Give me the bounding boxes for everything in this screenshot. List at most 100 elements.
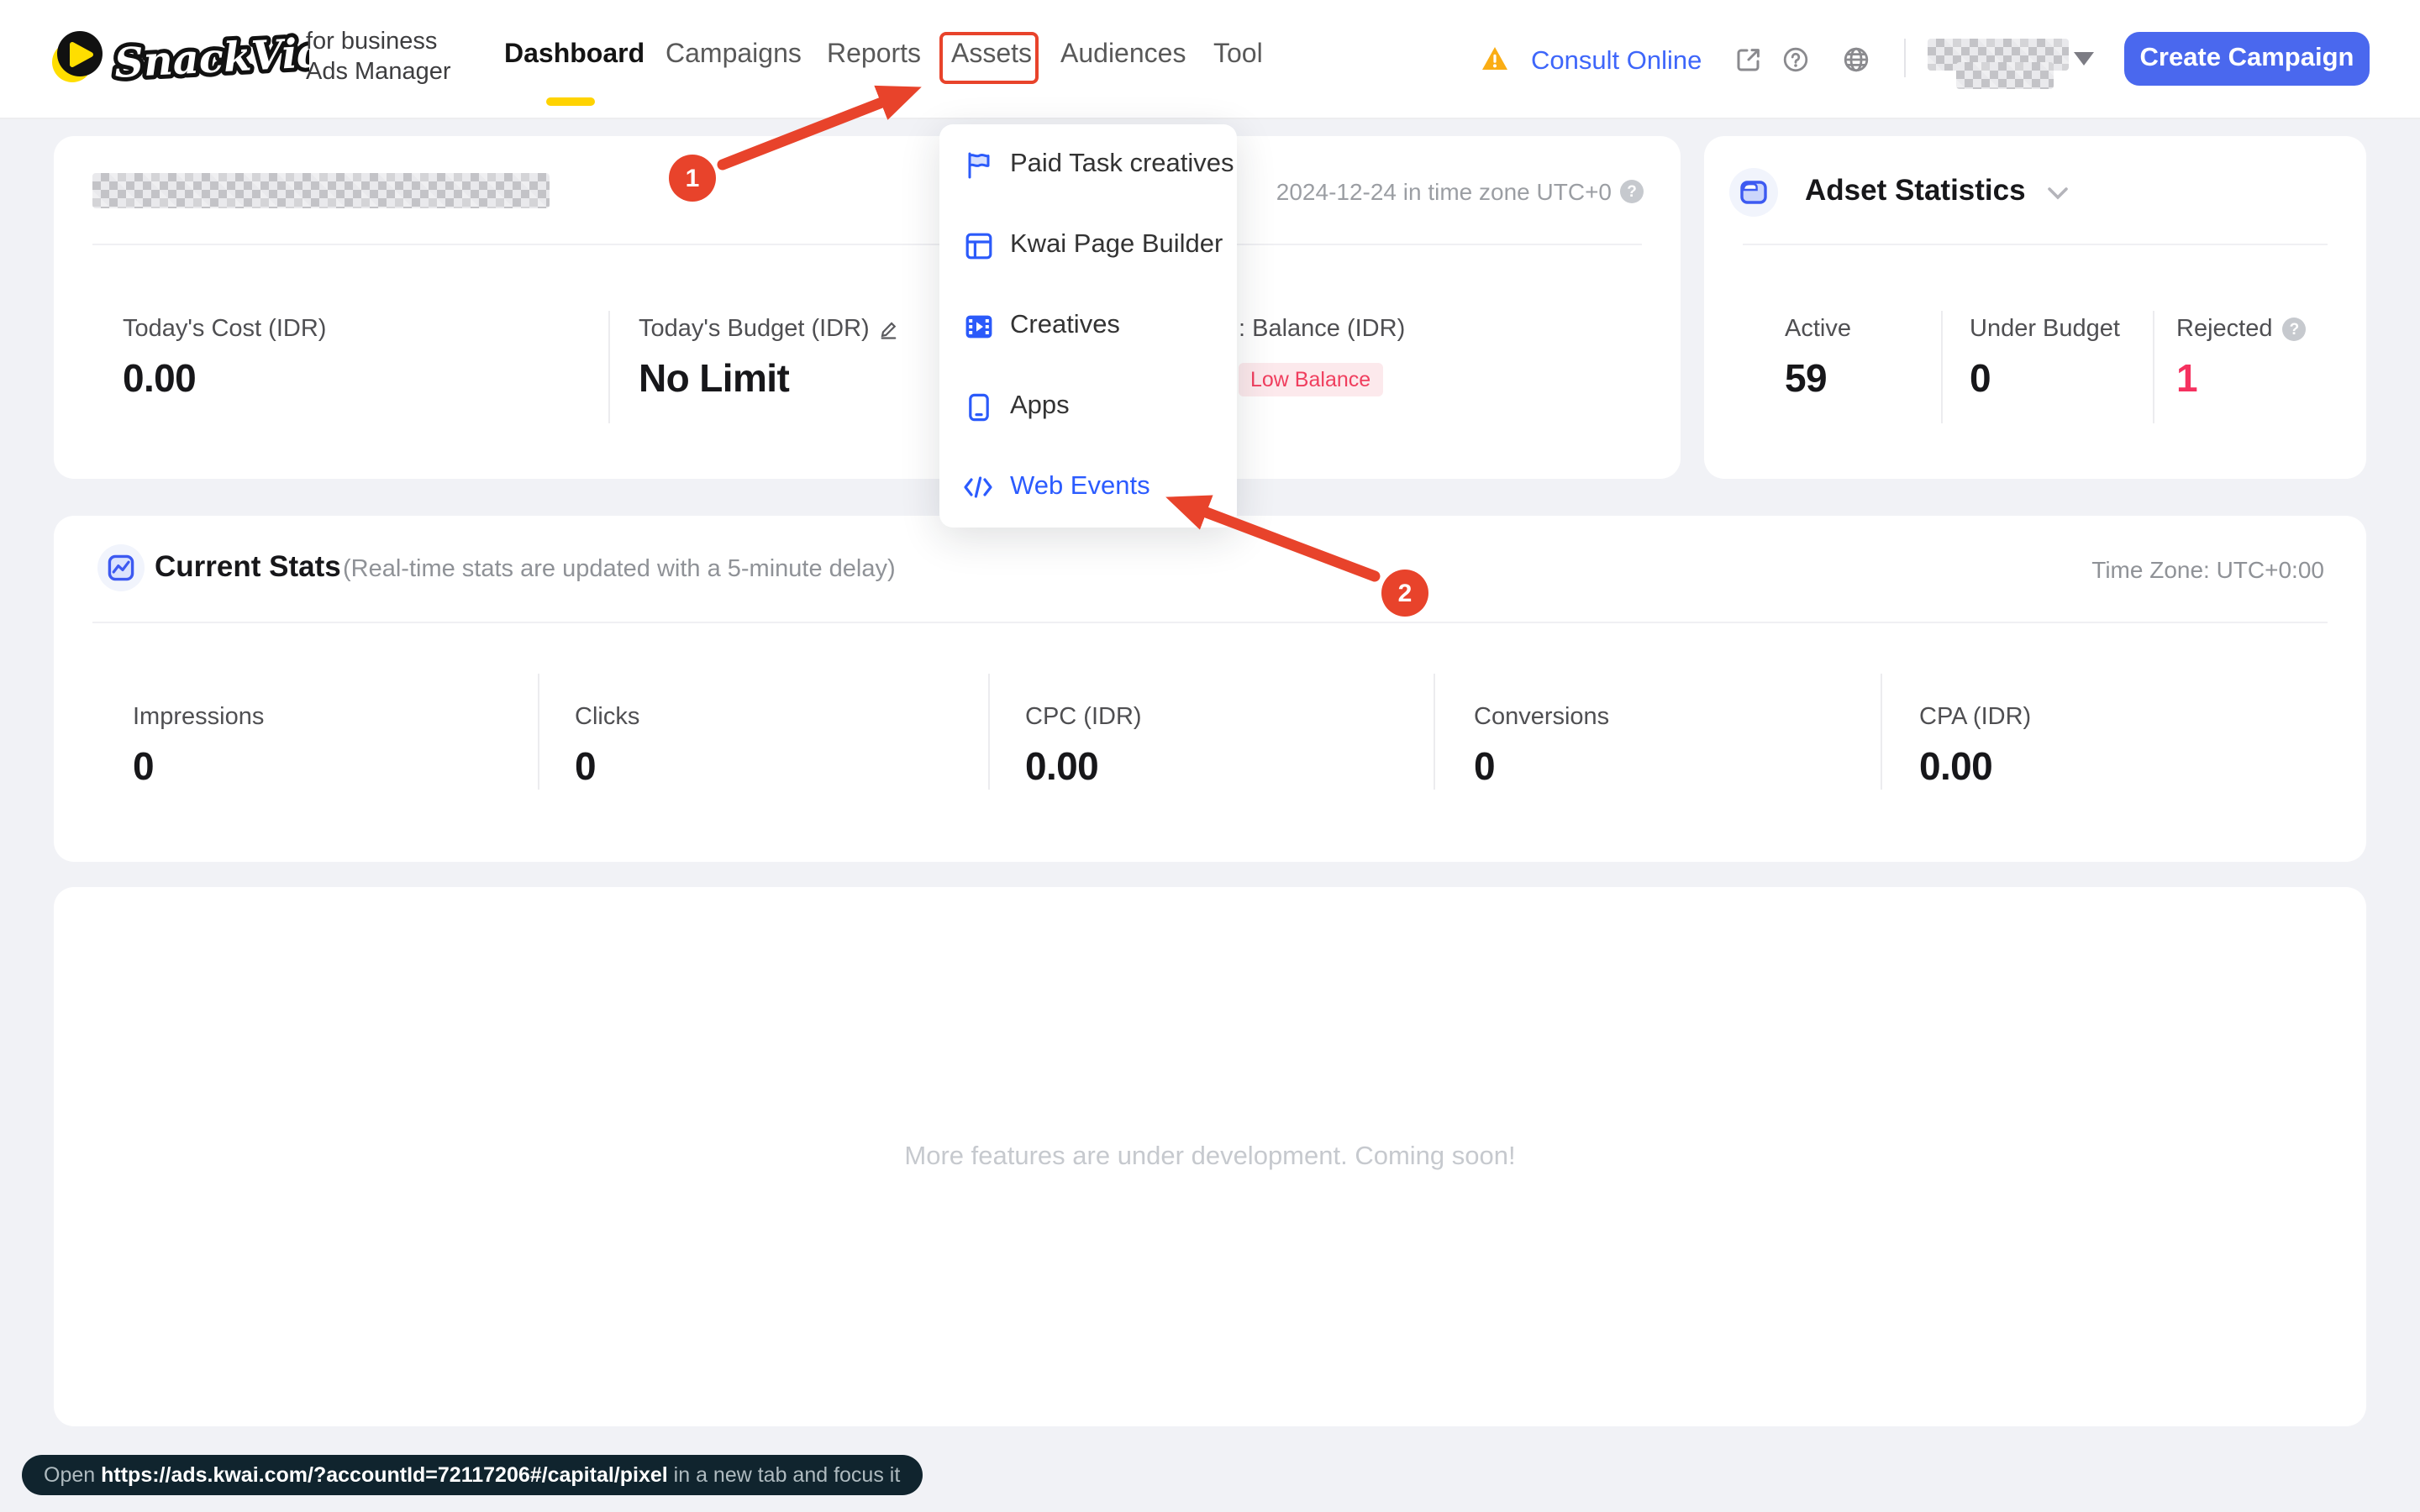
nav-assets[interactable]: Assets: [951, 40, 1033, 69]
todays-cost-label-text: Today's Cost (IDR): [123, 316, 327, 343]
active-tab-underline: [546, 97, 595, 106]
active-label: Active: [1785, 316, 1851, 343]
phone-icon: [963, 391, 993, 422]
todays-budget-label-text: Today's Budget (IDR): [639, 316, 870, 343]
clicks-label: Clicks: [575, 704, 639, 731]
menu-item-creatives[interactable]: Creatives: [939, 286, 1237, 366]
column-divider: [1434, 674, 1435, 790]
column-divider: [538, 674, 539, 790]
status-prefix: Open: [44, 1463, 102, 1487]
menu-item-label: Kwai Page Builder: [1010, 230, 1223, 259]
adset-icon-wrap: [1729, 168, 1778, 217]
account-overview-card: 2024-12-24 in time zone UTC+0 Today's Co…: [54, 136, 1681, 479]
active-label-text: Active: [1785, 316, 1851, 343]
under-budget-label: Under Budget: [1970, 316, 2120, 343]
current-stats-title: Current Stats: [155, 549, 341, 583]
account-dropdown-caret[interactable]: [2074, 52, 2094, 66]
balance-label: : Balance (IDR): [1239, 316, 1405, 343]
top-navbar: SnackVideo for business Ads Manager Dash…: [0, 0, 2420, 119]
rejected-help-icon[interactable]: [2282, 318, 2307, 341]
menu-item-label: Creatives: [1010, 311, 1120, 339]
cpc-label: CPC (IDR): [1025, 704, 1142, 731]
card-divider: [92, 243, 1642, 244]
date-note-text: 2024-12-24 in time zone UTC+0: [1276, 178, 1612, 205]
date-note: 2024-12-24 in time zone UTC+0: [1276, 178, 1644, 205]
external-link-icon[interactable]: [1736, 47, 1761, 72]
status-url: https://ads.kwai.com/?accountId=72117206…: [101, 1463, 668, 1487]
cpa-value: 0.00: [1919, 744, 1993, 788]
annotation-step-1: 1: [669, 155, 716, 202]
code-icon: [963, 472, 993, 502]
nav-dashboard[interactable]: Dashboard: [504, 40, 645, 69]
conversions-label: Conversions: [1474, 704, 1609, 731]
card-divider: [92, 622, 2328, 623]
snackvideo-wordmark: SnackVideo: [109, 22, 309, 91]
date-help-icon[interactable]: [1620, 180, 1644, 203]
menu-item-apps[interactable]: Apps: [939, 366, 1237, 447]
menu-item-paid-task-creatives[interactable]: Paid Task creatives: [939, 124, 1237, 205]
line-chart-icon: [108, 554, 134, 581]
rejected-value: 1: [2176, 356, 2198, 400]
column-divider: [608, 311, 610, 423]
nav-reports[interactable]: Reports: [827, 40, 922, 69]
rejected-label: Rejected: [2176, 316, 2307, 343]
todays-budget-value: No Limit: [639, 356, 790, 400]
chevron-down-icon[interactable]: [2047, 186, 2069, 202]
coming-soon-message: More features are under development. Com…: [904, 1142, 1516, 1170]
chart-icon-wrap: [97, 544, 145, 591]
assets-dropdown-menu: Paid Task creatives Kwai Page Builder: [939, 124, 1237, 528]
svg-text:SnackVideo: SnackVideo: [113, 26, 309, 87]
column-divider: [2153, 311, 2154, 423]
warning-icon: [1482, 47, 1507, 70]
under-budget-label-text: Under Budget: [1970, 316, 2120, 343]
folder-icon: [1740, 181, 1767, 204]
edit-budget-icon[interactable]: [880, 320, 898, 339]
adset-card-title: Adset Statistics: [1805, 173, 2026, 207]
nav-tool[interactable]: Tool: [1213, 40, 1263, 69]
timezone-note: Time Zone: UTC+0:00: [2091, 555, 2324, 582]
impressions-label-text: Impressions: [133, 704, 265, 731]
cpa-label: CPA (IDR): [1919, 704, 2031, 731]
low-balance-badge: Low Balance: [1239, 363, 1383, 396]
menu-item-kwai-page-builder[interactable]: Kwai Page Builder: [939, 205, 1237, 286]
menu-item-label: Paid Task creatives: [1010, 150, 1234, 178]
balance-label-text: : Balance (IDR): [1239, 316, 1406, 343]
cpc-value: 0.00: [1025, 744, 1099, 788]
todays-cost-value: 0.00: [123, 356, 197, 400]
film-icon: [963, 311, 993, 341]
todays-cost-label: Today's Cost (IDR): [123, 316, 326, 343]
clicks-value: 0: [575, 744, 597, 788]
account-title-redacted: [92, 173, 550, 208]
flag-icon: [963, 150, 993, 180]
menu-item-web-events[interactable]: Web Events: [939, 447, 1237, 528]
help-icon[interactable]: [1783, 47, 1808, 72]
consult-online-link[interactable]: Consult Online: [1531, 47, 1702, 76]
nav-campaigns[interactable]: Campaigns: [666, 40, 802, 69]
column-divider: [988, 674, 990, 790]
snackvideo-logo-icon: [52, 31, 103, 82]
active-value: 59: [1785, 356, 1828, 400]
browser-status-tooltip: Open https://ads.kwai.com/?accountId=721…: [22, 1455, 923, 1495]
card-divider: [1743, 243, 2328, 244]
todays-budget-label: Today's Budget (IDR): [639, 316, 898, 343]
adset-statistics-card: Adset Statistics Active 59 Under Budget …: [1704, 136, 2366, 479]
column-divider: [1941, 311, 1943, 423]
annotation-step-2: 2: [1381, 570, 1428, 617]
account-id-redacted: [1956, 62, 2054, 89]
menu-item-label: Web Events: [1010, 472, 1150, 501]
create-campaign-button[interactable]: Create Campaign: [2124, 32, 2370, 86]
header-divider: [1904, 39, 1906, 77]
globe-icon[interactable]: [1844, 47, 1869, 72]
brand-tagline: for business Ads Manager: [306, 29, 451, 86]
clicks-label-text: Clicks: [575, 704, 640, 731]
impressions-label: Impressions: [133, 704, 264, 731]
layout-icon: [963, 230, 993, 260]
conversions-value: 0: [1474, 744, 1496, 788]
cpc-label-text: CPC (IDR): [1025, 704, 1142, 731]
under-budget-value: 0: [1970, 356, 1991, 400]
nav-audiences[interactable]: Audiences: [1060, 40, 1186, 69]
current-stats-card: Current Stats (Real-time stats are updat…: [54, 516, 2366, 862]
realtime-note: (Real-time stats are updated with a 5-mi…: [343, 555, 896, 582]
impressions-value: 0: [133, 744, 155, 788]
